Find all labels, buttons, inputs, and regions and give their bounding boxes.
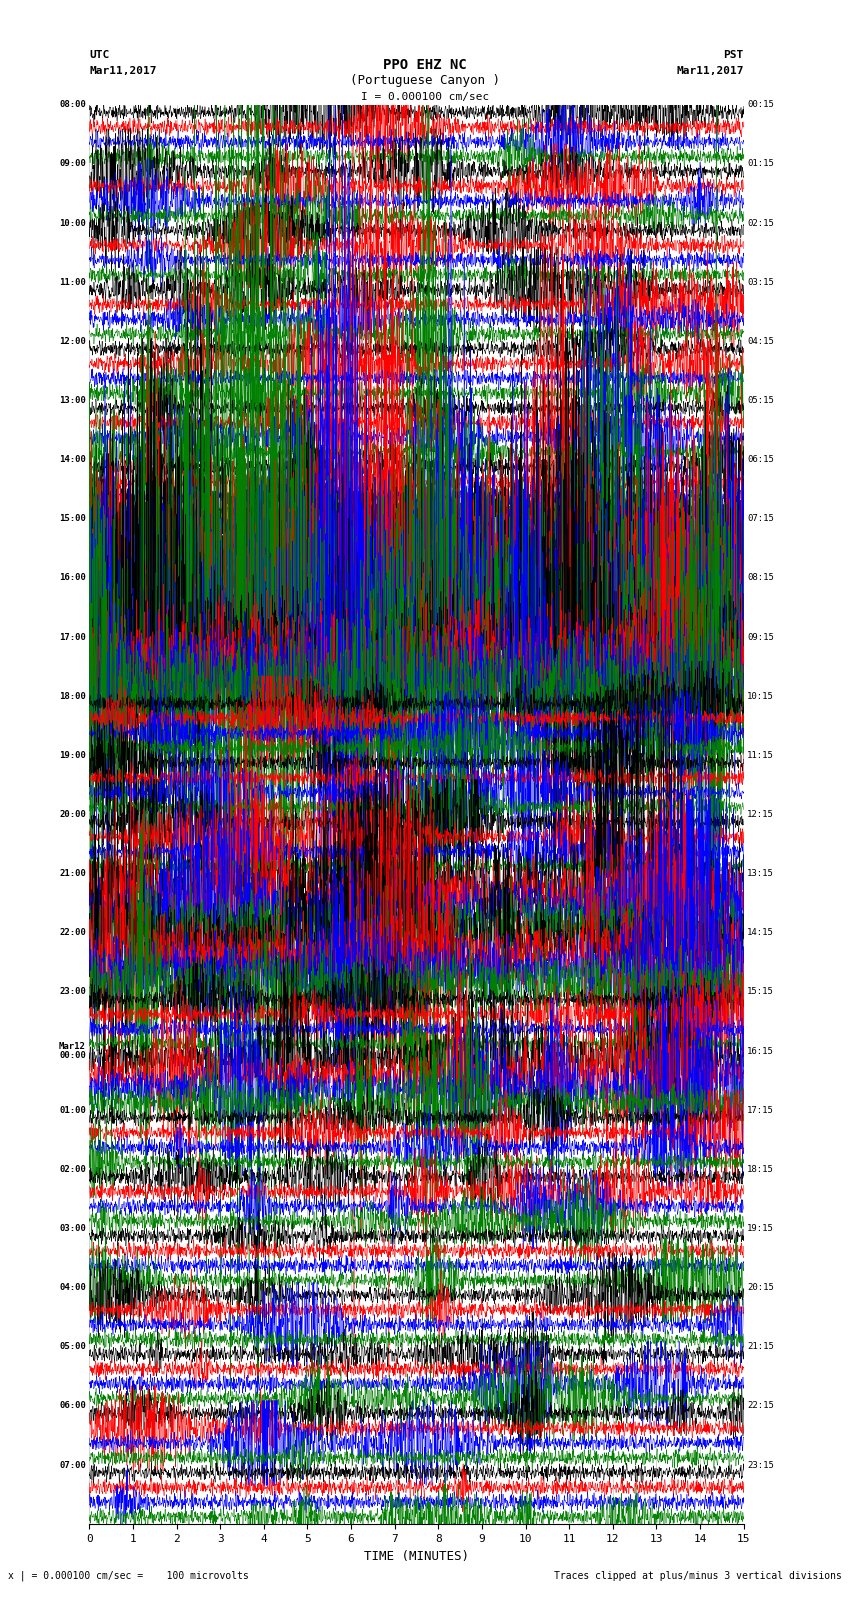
Text: PPO EHZ NC: PPO EHZ NC [383,58,467,71]
Text: 19:15: 19:15 [747,1224,774,1232]
Text: 14:00: 14:00 [60,455,86,465]
Text: Traces clipped at plus/minus 3 vertical divisions: Traces clipped at plus/minus 3 vertical … [553,1571,842,1581]
Text: 10:00: 10:00 [60,219,86,227]
Text: 07:15: 07:15 [747,515,774,523]
Text: 12:15: 12:15 [747,810,774,819]
Text: 18:15: 18:15 [747,1165,774,1174]
Text: 08:00: 08:00 [60,100,86,110]
Text: 05:15: 05:15 [747,397,774,405]
Text: 22:00: 22:00 [60,929,86,937]
Text: 15:00: 15:00 [60,515,86,523]
Text: 02:00: 02:00 [60,1165,86,1174]
Text: UTC: UTC [89,50,110,60]
Text: 05:00: 05:00 [60,1342,86,1352]
Text: 20:15: 20:15 [747,1284,774,1292]
Text: 03:00: 03:00 [60,1224,86,1232]
Text: 21:15: 21:15 [747,1342,774,1352]
Text: 17:00: 17:00 [60,632,86,642]
Text: 04:00: 04:00 [60,1284,86,1292]
X-axis label: TIME (MINUTES): TIME (MINUTES) [364,1550,469,1563]
Text: 23:15: 23:15 [747,1461,774,1469]
Text: 12:00: 12:00 [60,337,86,345]
Text: 07:00: 07:00 [60,1461,86,1469]
Text: 02:15: 02:15 [747,219,774,227]
Text: 08:15: 08:15 [747,574,774,582]
Text: 17:15: 17:15 [747,1107,774,1115]
Text: 15:15: 15:15 [747,987,774,997]
Text: 00:15: 00:15 [747,100,774,110]
Text: I = 0.000100 cm/sec: I = 0.000100 cm/sec [361,92,489,102]
Text: x | = 0.000100 cm/sec =    100 microvolts: x | = 0.000100 cm/sec = 100 microvolts [8,1569,249,1581]
Text: Mar12
00:00: Mar12 00:00 [60,1042,86,1060]
Text: 13:15: 13:15 [747,869,774,877]
Text: 20:00: 20:00 [60,810,86,819]
Text: 06:00: 06:00 [60,1402,86,1410]
Text: (Portuguese Canyon ): (Portuguese Canyon ) [350,74,500,87]
Text: 04:15: 04:15 [747,337,774,345]
Text: Mar11,2017: Mar11,2017 [677,66,744,76]
Text: 16:00: 16:00 [60,574,86,582]
Text: 10:15: 10:15 [747,692,774,700]
Text: 16:15: 16:15 [747,1047,774,1055]
Text: 06:15: 06:15 [747,455,774,465]
Text: 23:00: 23:00 [60,987,86,997]
Text: 22:15: 22:15 [747,1402,774,1410]
Text: 21:00: 21:00 [60,869,86,877]
Text: 13:00: 13:00 [60,397,86,405]
Text: 19:00: 19:00 [60,752,86,760]
Text: 11:15: 11:15 [747,752,774,760]
Text: 09:15: 09:15 [747,632,774,642]
Text: Mar11,2017: Mar11,2017 [89,66,156,76]
Text: 03:15: 03:15 [747,277,774,287]
Text: 09:00: 09:00 [60,160,86,168]
Text: PST: PST [723,50,744,60]
Text: 14:15: 14:15 [747,929,774,937]
Text: 18:00: 18:00 [60,692,86,700]
Text: 01:00: 01:00 [60,1107,86,1115]
Text: 11:00: 11:00 [60,277,86,287]
Text: 01:15: 01:15 [747,160,774,168]
